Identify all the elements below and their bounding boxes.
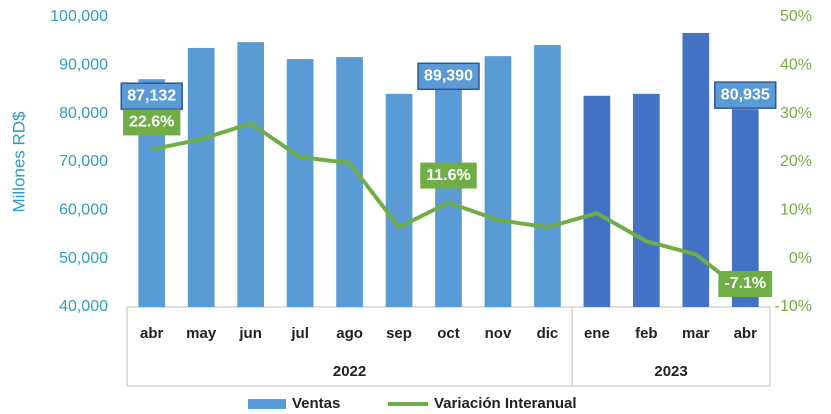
data-label: 22.6% bbox=[129, 114, 174, 131]
x-tick-label: oct bbox=[437, 325, 460, 342]
data-label-box bbox=[417, 62, 480, 91]
y-tick-label: 80,000 bbox=[59, 105, 108, 122]
data-label-box bbox=[120, 82, 183, 110]
y-tick-label: 70,000 bbox=[59, 153, 108, 170]
group-label: 2022 bbox=[333, 363, 366, 380]
x-tick-label: ago bbox=[336, 325, 363, 342]
bar bbox=[632, 93, 660, 307]
data-label: 80,935 bbox=[721, 86, 770, 103]
legend-label: Ventas bbox=[292, 395, 340, 412]
bar bbox=[484, 56, 512, 308]
bar bbox=[534, 45, 561, 308]
x-tick-label: ene bbox=[584, 325, 610, 342]
x-tick-label: dic bbox=[537, 325, 559, 342]
x-tick-label: jun bbox=[238, 325, 262, 342]
x-tick-label: feb bbox=[635, 325, 658, 342]
data-label: 87,132 bbox=[127, 87, 176, 104]
bar bbox=[583, 95, 611, 308]
y2-tick-label: 20% bbox=[780, 153, 812, 170]
bar bbox=[385, 93, 413, 307]
y-axis-title: Millones RD$ bbox=[9, 111, 28, 213]
bar bbox=[187, 47, 215, 307]
y2-tick-label: 50% bbox=[780, 8, 812, 25]
x-tick-label: abr bbox=[734, 325, 758, 342]
y-tick-label: 40,000 bbox=[59, 298, 108, 315]
y2-tick-label: 10% bbox=[780, 202, 812, 219]
x-tick-label: sep bbox=[386, 325, 412, 342]
y-tick-label: 90,000 bbox=[59, 57, 108, 74]
data-label-box bbox=[714, 81, 777, 109]
data-label-box bbox=[420, 162, 477, 189]
y2-tick-label: 0% bbox=[789, 250, 812, 267]
y-tick-label: 100,000 bbox=[50, 8, 108, 25]
y-tick-label: 50,000 bbox=[59, 250, 108, 267]
x-tick-label: abr bbox=[140, 325, 164, 342]
x-tick-label: jul bbox=[290, 325, 309, 342]
y2-tick-label: 40% bbox=[780, 57, 812, 74]
legend-label: Variación Interanual bbox=[434, 395, 577, 412]
y2-tick-label: -10% bbox=[775, 298, 812, 315]
bar bbox=[237, 42, 265, 308]
x-tick-label: may bbox=[186, 325, 217, 342]
line bbox=[151, 121, 747, 295]
legend-swatch bbox=[248, 399, 286, 409]
y-tick-label: 60,000 bbox=[59, 202, 108, 219]
bar bbox=[286, 59, 314, 307]
data-label-box bbox=[123, 109, 181, 136]
data-label: 11.6% bbox=[426, 167, 470, 184]
data-label-box bbox=[718, 270, 773, 297]
data-label: -7.1% bbox=[724, 275, 766, 292]
x-tick-label: nov bbox=[485, 325, 512, 342]
x-tick-label: mar bbox=[682, 325, 710, 342]
bar bbox=[336, 57, 363, 307]
y2-tick-label: 30% bbox=[780, 105, 812, 122]
bar bbox=[682, 32, 710, 307]
group-label: 2023 bbox=[654, 363, 687, 380]
data-label: 89,390 bbox=[424, 68, 473, 85]
